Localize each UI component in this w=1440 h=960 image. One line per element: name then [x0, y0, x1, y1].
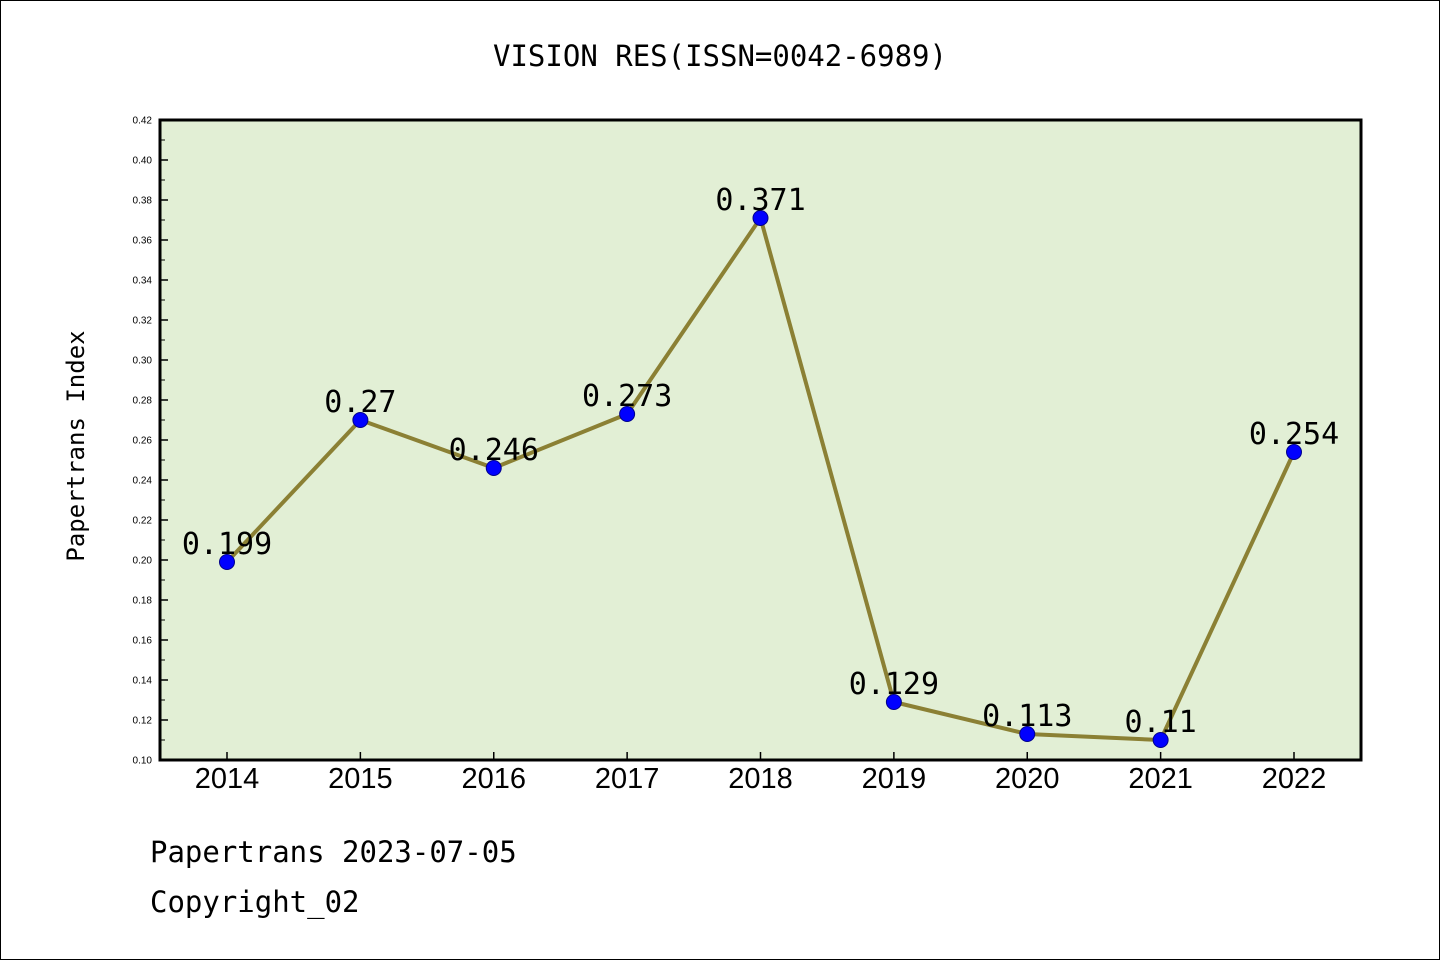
y-tick-label: 0.16 [133, 636, 153, 647]
x-tick-label: 2014 [195, 763, 260, 795]
y-tick-label: 0.12 [133, 716, 153, 727]
y-tick-label: 0.32 [133, 316, 153, 327]
data-point-2016 [485, 460, 502, 476]
y-tick-label: 0.10 [133, 756, 153, 767]
chart-title: VISION RES(ISSN=0042-6989) [493, 39, 947, 73]
data-label-2016: 0.246 [449, 433, 539, 468]
y-tick-label: 0.24 [133, 476, 153, 487]
data-label-2021: 0.11 [1125, 705, 1197, 740]
y-tick-label: 0.18 [133, 596, 153, 607]
x-tick-label: 2016 [461, 763, 526, 795]
y-axis-label: Papertrans Index [62, 330, 90, 561]
y-tick-label: 0.36 [133, 236, 153, 247]
footer-copyright: Copyright_02 [150, 885, 360, 919]
x-axis: 2014 2015 2016 2017 2018 2019 2020 2021 2022 [195, 752, 1327, 795]
y-tick-label: 0.22 [133, 516, 153, 527]
data-point-2019 [885, 694, 902, 710]
data-label-2022: 0.254 [1249, 417, 1339, 452]
data-label-2019: 0.129 [849, 667, 939, 702]
x-tick-label: 2015 [328, 763, 393, 795]
data-label-2018: 0.371 [715, 183, 805, 218]
data-label-2017: 0.273 [582, 379, 672, 414]
x-tick-label: 2020 [995, 763, 1060, 795]
data-label-2014: 0.199 [182, 527, 272, 562]
y-axis: 0.10 0.12 0.14 0.16 0.18 0.20 0.22 0.24 0.26 0.28… [133, 116, 168, 767]
data-labels: 0.199 0.27 0.246 0.273 0.371 0.129 0.113 0.11 0.… [182, 183, 1339, 740]
x-tick-label: 2018 [728, 763, 793, 795]
y-tick-label: 0.26 [133, 436, 153, 447]
data-label-2020: 0.113 [982, 699, 1072, 734]
x-tick-label: 2019 [862, 763, 927, 795]
x-tick-label: 2017 [595, 763, 660, 795]
data-label-2015: 0.27 [324, 385, 396, 420]
data-point-2014 [219, 554, 235, 570]
data-point-2018 [752, 210, 769, 226]
y-tick-label: 0.28 [133, 396, 153, 407]
y-tick-label: 0.42 [133, 116, 153, 127]
footer-date: Papertrans 2023-07-05 [150, 835, 517, 869]
x-tick-label: 2022 [1262, 763, 1327, 795]
data-point-2021 [1152, 732, 1169, 748]
y-tick-label: 0.38 [133, 196, 153, 207]
plot-area [158, 118, 1363, 762]
y-tick-label: 0.40 [133, 156, 153, 167]
data-point-2015 [352, 412, 369, 428]
data-point-2020 [1019, 726, 1036, 742]
y-tick-label: 0.20 [133, 556, 153, 567]
y-tick-label: 0.34 [133, 276, 153, 287]
data-point-2022 [1286, 444, 1302, 460]
data-point-2017 [619, 406, 636, 422]
y-tick-label: 0.14 [133, 676, 153, 687]
data-points [219, 210, 1302, 748]
x-tick-label: 2021 [1128, 763, 1193, 795]
y-tick-label: 0.30 [133, 356, 153, 367]
